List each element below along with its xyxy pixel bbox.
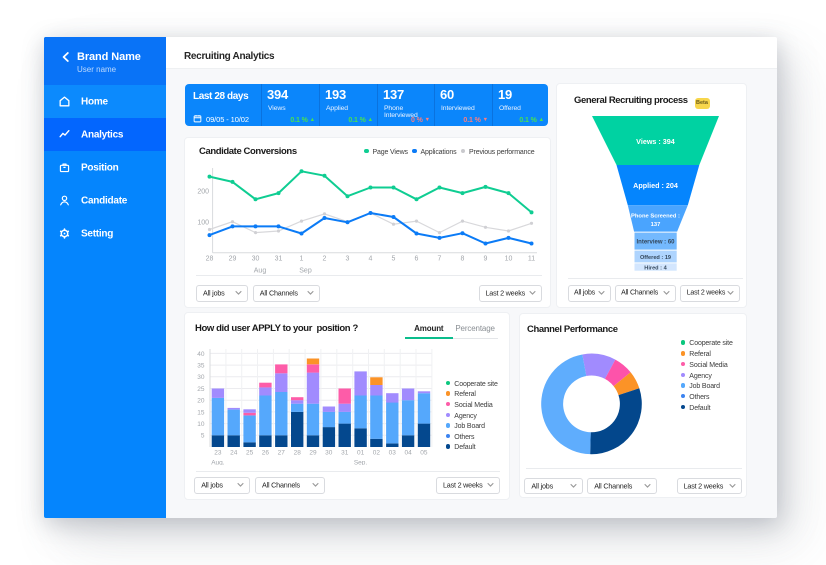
svg-text:40: 40 [197,351,205,358]
svg-text:4: 4 [369,255,373,262]
svg-text:100: 100 [197,220,209,227]
svg-text:8: 8 [461,255,465,262]
svg-text:Phone Screened :: Phone Screened : [631,214,680,220]
svg-text:01: 01 [357,450,365,457]
svg-text:31: 31 [341,450,349,457]
svg-text:9: 9 [484,255,488,262]
svg-text:15: 15 [197,409,205,416]
svg-text:30: 30 [197,374,205,381]
svg-text:Applied : 204: Applied : 204 [633,181,678,190]
svg-text:1: 1 [300,255,304,262]
svg-text:7: 7 [438,255,442,262]
svg-text:04: 04 [404,450,412,457]
svg-text:10: 10 [505,255,513,262]
svg-text:28: 28 [294,450,302,457]
svg-text:31: 31 [275,255,283,262]
svg-text:03: 03 [389,450,397,457]
svg-text:Aug.: Aug. [211,459,225,465]
svg-text:5: 5 [201,433,205,440]
svg-text:24: 24 [230,450,238,457]
svg-text:29: 29 [309,450,317,457]
svg-text:10: 10 [197,421,205,428]
svg-text:26: 26 [262,450,270,457]
svg-text:35: 35 [197,363,205,370]
svg-text:28: 28 [206,255,214,262]
svg-text:Hired : 4: Hired : 4 [644,265,667,271]
svg-text:Aug: Aug [254,267,267,274]
svg-text:2: 2 [323,255,327,262]
svg-text:Sep: Sep [299,267,312,274]
svg-text:200: 200 [197,189,209,196]
svg-text:Interview : 60: Interview : 60 [636,240,675,246]
svg-text:25: 25 [246,450,254,457]
svg-text:137: 137 [651,222,661,228]
svg-text:02: 02 [373,450,381,457]
svg-text:Views : 394: Views : 394 [636,137,675,146]
svg-text:11: 11 [528,255,535,262]
svg-text:23: 23 [214,450,222,457]
svg-text:6: 6 [415,255,419,262]
svg-text:3: 3 [346,255,350,262]
svg-text:25: 25 [197,386,205,393]
svg-text:Offered : 19: Offered : 19 [640,255,671,261]
svg-text:27: 27 [278,450,286,457]
svg-text:20: 20 [197,398,205,405]
svg-text:05: 05 [420,450,428,457]
svg-text:5: 5 [392,255,396,262]
svg-text:30: 30 [325,450,333,457]
svg-text:Sep.: Sep. [354,459,368,465]
svg-text:30: 30 [252,255,260,262]
svg-text:29: 29 [229,255,237,262]
